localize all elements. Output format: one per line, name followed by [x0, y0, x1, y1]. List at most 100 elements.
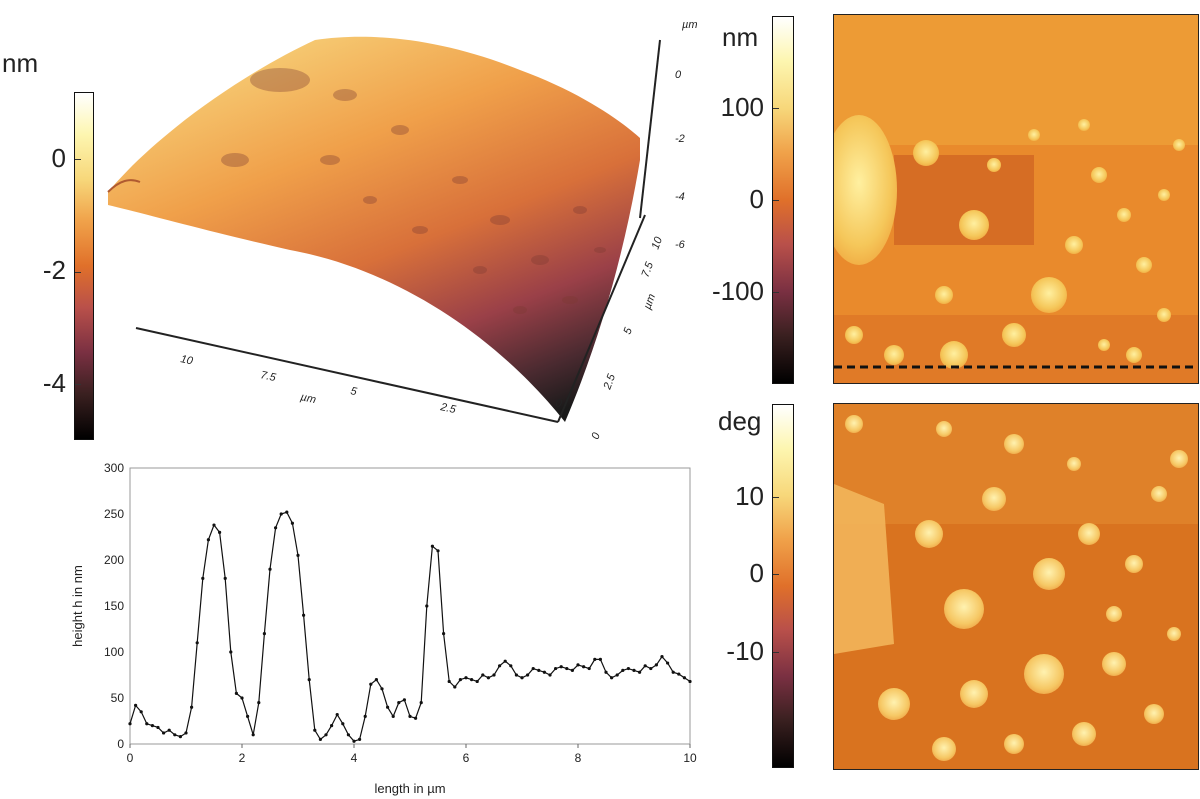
colorbar-tick-label: 10	[735, 480, 764, 511]
data-point	[548, 673, 552, 677]
colorbar-tick-mark	[75, 271, 81, 273]
series-points	[128, 510, 692, 743]
data-point	[582, 665, 586, 669]
data-point	[598, 657, 603, 661]
data-point	[162, 731, 166, 735]
colorbar-tick-mark	[773, 651, 779, 653]
colorbar-tick-label: 0	[51, 143, 66, 174]
x-axis-label: length in µm	[374, 781, 445, 796]
data-point	[632, 668, 636, 672]
data-point	[649, 666, 653, 671]
data-point	[335, 712, 339, 717]
x-ticks: 0 2 4 6 8 10	[127, 744, 697, 765]
data-point	[660, 655, 664, 659]
x-tick-label: 0	[127, 751, 134, 765]
data-point	[134, 703, 138, 707]
side-tick-label: 0	[590, 430, 604, 441]
side-axis-line	[557, 214, 646, 423]
data-point	[307, 678, 311, 682]
side-axis-unit: µm	[642, 292, 659, 311]
data-point	[626, 666, 631, 671]
data-point	[671, 670, 675, 674]
particles	[845, 119, 1185, 369]
data-point	[358, 737, 362, 741]
colorbar-tick-mark	[75, 383, 81, 385]
data-point	[643, 664, 647, 668]
y-tick-label: 200	[104, 553, 124, 567]
data-point	[498, 664, 502, 668]
y-ticks: 0 50 100 150 200 250 300	[104, 461, 124, 751]
data-point	[682, 676, 687, 680]
data-point	[352, 739, 356, 743]
colorbar-tick-label: -10	[726, 635, 764, 666]
data-point	[604, 670, 608, 674]
plot-area-frame	[129, 467, 691, 745]
data-point	[520, 676, 524, 680]
data-point	[195, 641, 199, 645]
data-point	[475, 679, 479, 684]
data-point	[677, 672, 681, 676]
side-tick-label: 7.5	[640, 260, 657, 279]
colorbar-tick-mark	[773, 200, 779, 201]
data-point	[313, 728, 317, 732]
y-tick-label: 50	[111, 691, 125, 705]
data-point	[190, 705, 194, 709]
colorbar-tick-label: -4	[42, 367, 66, 398]
data-point	[341, 722, 345, 726]
data-point	[526, 673, 530, 677]
data-point	[397, 701, 401, 705]
data-point	[262, 632, 266, 636]
y-tick-label: 300	[104, 461, 124, 475]
data-point	[363, 714, 367, 718]
side-tick-label: 10	[650, 235, 666, 251]
front-tick-label: 0	[554, 397, 563, 410]
surface-bumps	[221, 68, 606, 314]
data-point	[419, 701, 423, 705]
data-point	[128, 722, 132, 726]
front-tick-label: 7.5	[259, 369, 277, 384]
data-point	[509, 664, 513, 668]
colorbar-tick-mark	[773, 496, 779, 498]
z-axis-line	[639, 39, 661, 219]
front-tick-label: 5	[349, 385, 358, 398]
data-point	[374, 678, 378, 682]
data-point	[167, 728, 171, 732]
data-point	[173, 733, 177, 737]
data-point	[386, 705, 390, 709]
x-tick-label: 10	[683, 751, 697, 765]
data-point	[184, 731, 188, 735]
data-point	[296, 553, 300, 557]
data-point	[486, 676, 490, 680]
surface-colorbar	[74, 92, 94, 440]
x-tick-label: 6	[463, 751, 470, 765]
large-particle	[834, 115, 897, 265]
data-point	[139, 710, 143, 714]
data-point	[587, 666, 591, 671]
data-point	[380, 687, 384, 691]
data-point	[391, 714, 395, 718]
data-point	[285, 510, 289, 514]
data-point	[223, 576, 227, 580]
data-point	[565, 666, 569, 671]
data-point	[503, 659, 507, 663]
height-colorbar-unit: nm	[722, 22, 759, 52]
data-point	[218, 530, 222, 534]
data-point	[453, 685, 457, 689]
data-point	[257, 701, 261, 705]
data-point	[251, 733, 255, 737]
colorbar-tick-label: 0	[749, 183, 764, 214]
surface-mesh	[108, 36, 640, 422]
z-axis-unit: µm	[682, 19, 698, 31]
particles	[845, 415, 1188, 761]
data-point	[576, 663, 580, 667]
data-point	[402, 698, 406, 702]
data-point	[481, 673, 485, 677]
data-point	[447, 679, 451, 684]
data-point	[470, 678, 474, 682]
colorbar-tick-mark	[75, 159, 81, 161]
data-point	[274, 526, 278, 530]
height-map-image	[833, 14, 1199, 384]
data-point	[156, 725, 160, 730]
side-tick-label: 5	[622, 325, 636, 336]
